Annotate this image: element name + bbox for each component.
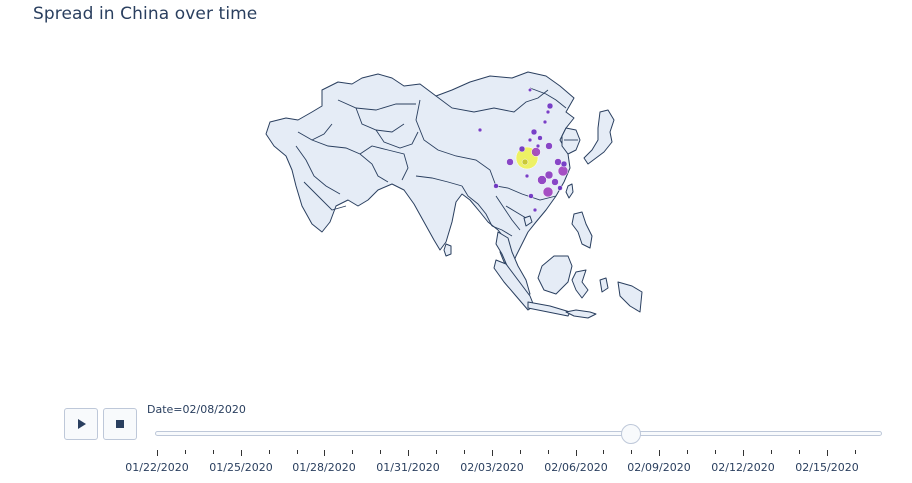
slider-tick bbox=[297, 450, 298, 454]
korea bbox=[561, 127, 581, 155]
bubble-liaoning[interactable] bbox=[542, 119, 548, 125]
new-guinea bbox=[617, 281, 643, 313]
slider-current-value: Date=02/08/2020 bbox=[147, 403, 246, 416]
slider-tick bbox=[241, 450, 242, 456]
slider-tick bbox=[799, 450, 800, 454]
slider-tick bbox=[157, 450, 158, 456]
bubble-shandong[interactable] bbox=[545, 142, 553, 150]
bubble-fujian[interactable] bbox=[557, 185, 563, 191]
slider-tick bbox=[827, 450, 828, 456]
slider-tick bbox=[464, 450, 465, 454]
chart-title: Spread in China over time bbox=[33, 4, 258, 24]
bubble-yunnan[interactable] bbox=[493, 183, 499, 189]
bubble-hainan[interactable] bbox=[532, 207, 538, 213]
slider-tick bbox=[631, 450, 632, 454]
bubble-shaanxi[interactable] bbox=[527, 137, 533, 143]
play-button[interactable] bbox=[64, 408, 98, 440]
bubble-henan[interactable] bbox=[531, 147, 541, 157]
borneo bbox=[537, 255, 573, 295]
case-bubbles[interactable] bbox=[477, 87, 569, 213]
slider-handle[interactable] bbox=[621, 424, 641, 444]
bubble-chongqing[interactable] bbox=[506, 158, 514, 166]
slider-tick-label[interactable]: 02/03/2020 bbox=[460, 461, 524, 474]
sri-lanka bbox=[443, 243, 452, 257]
slider-tick bbox=[520, 450, 521, 454]
slider-tick bbox=[771, 450, 772, 454]
slider-tick bbox=[436, 450, 437, 454]
asia-map[interactable] bbox=[0, 0, 912, 380]
bubble-jilin[interactable] bbox=[545, 109, 551, 115]
bubble-guangdong[interactable] bbox=[542, 186, 554, 198]
bubble-jiangsu[interactable] bbox=[554, 158, 562, 166]
bubble-shanghai[interactable] bbox=[560, 160, 568, 168]
bubble-sichuan[interactable] bbox=[518, 145, 526, 153]
stop-icon bbox=[116, 420, 124, 428]
taiwan bbox=[565, 183, 574, 199]
slider-tick bbox=[855, 450, 856, 454]
slider-tick-label[interactable]: 02/15/2020 bbox=[795, 461, 859, 474]
bubble-hubei-core[interactable] bbox=[521, 158, 529, 166]
bubble-guangxi[interactable] bbox=[528, 193, 534, 199]
slider-tick-label[interactable]: 02/06/2020 bbox=[544, 461, 608, 474]
slider-tick-label[interactable]: 02/12/2020 bbox=[711, 461, 775, 474]
bubble-hebei[interactable] bbox=[537, 135, 543, 141]
slider-tick-label[interactable]: 01/22/2020 bbox=[125, 461, 189, 474]
slider-rail[interactable] bbox=[155, 431, 882, 436]
bubble-zhejiang[interactable] bbox=[557, 165, 569, 177]
moluccas bbox=[599, 277, 609, 293]
lesser-sunda-islands bbox=[565, 309, 597, 319]
bubble-beijing[interactable] bbox=[530, 128, 538, 136]
bubble-inner-mongolia[interactable] bbox=[527, 87, 533, 93]
hainan bbox=[523, 215, 533, 227]
slider-tick bbox=[743, 450, 744, 456]
sulawesi bbox=[571, 269, 589, 299]
slider-tick bbox=[576, 450, 577, 456]
slider-tick bbox=[352, 450, 353, 454]
philippines bbox=[571, 211, 593, 249]
slider-tick bbox=[408, 450, 409, 456]
slider-tick-label[interactable]: 01/31/2020 bbox=[376, 461, 440, 474]
slider-tick bbox=[603, 450, 604, 454]
slider-tick bbox=[185, 450, 186, 454]
slider-tick bbox=[492, 450, 493, 456]
slider-tick bbox=[548, 450, 549, 454]
bubble-guizhou[interactable] bbox=[524, 173, 530, 179]
slider-tick bbox=[687, 450, 688, 454]
slider-tick-label[interactable]: 01/28/2020 bbox=[292, 461, 356, 474]
bubble-gansu[interactable] bbox=[477, 127, 483, 133]
stop-button[interactable] bbox=[103, 408, 137, 440]
country-borders bbox=[295, 87, 578, 237]
bubble-heilongjiang[interactable] bbox=[546, 102, 554, 110]
bubble-shanxi[interactable] bbox=[535, 143, 541, 149]
slider-tick bbox=[324, 450, 325, 456]
japan bbox=[583, 109, 615, 165]
bubble-anhui[interactable] bbox=[544, 170, 554, 180]
slider-tick bbox=[269, 450, 270, 454]
bubble-hunan[interactable] bbox=[537, 175, 547, 185]
slider-tick bbox=[659, 450, 660, 456]
slider-tick bbox=[715, 450, 716, 454]
slider-tick bbox=[380, 450, 381, 454]
slider-tick-label[interactable]: 02/09/2020 bbox=[627, 461, 691, 474]
java bbox=[527, 301, 571, 317]
slider-tick-label[interactable]: 01/25/2020 bbox=[209, 461, 273, 474]
bubble-jiangxi[interactable] bbox=[551, 178, 559, 186]
play-icon bbox=[78, 419, 86, 429]
land-masses bbox=[265, 71, 643, 319]
slider-tick bbox=[213, 450, 214, 454]
